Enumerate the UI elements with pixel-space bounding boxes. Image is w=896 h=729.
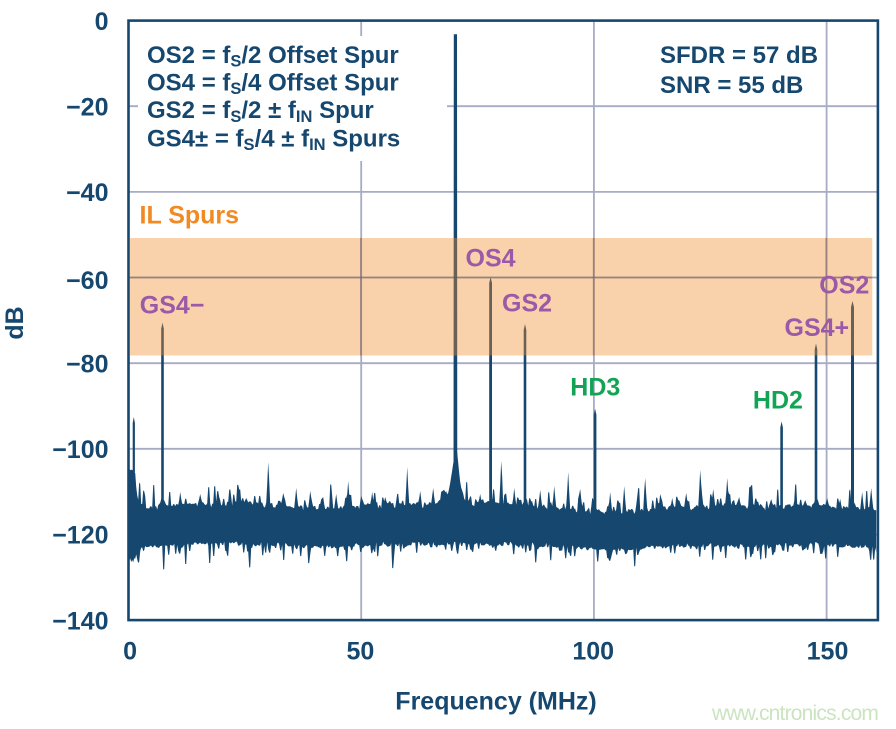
svg-text:OS2: OS2 xyxy=(819,272,869,300)
svg-text:GS4−: GS4− xyxy=(140,292,205,320)
svg-text:IL Spurs: IL Spurs xyxy=(140,202,240,230)
svg-text:50: 50 xyxy=(346,638,374,666)
svg-text:−140: −140 xyxy=(52,607,108,635)
svg-text:−40: −40 xyxy=(66,179,108,207)
svg-text:−100: −100 xyxy=(52,436,108,464)
svg-text:SFDR = 57 dB: SFDR = 57 dB xyxy=(660,42,818,69)
svg-text:−20: −20 xyxy=(66,93,108,121)
svg-text:0: 0 xyxy=(95,8,109,36)
svg-text:−60: −60 xyxy=(66,267,108,295)
svg-text:dB: dB xyxy=(1,306,29,339)
svg-text:SNR = 55 dB: SNR = 55 dB xyxy=(660,72,803,99)
svg-text:−80: −80 xyxy=(66,350,108,378)
svg-text:0: 0 xyxy=(123,638,137,666)
svg-text:GS2 = fS/2 ± fIN Spur: GS2 = fS/2 ± fIN Spur xyxy=(147,97,374,126)
svg-text:OS2 = fS/2 Offset Spur: OS2 = fS/2 Offset Spur xyxy=(147,42,399,71)
svg-text:HD3: HD3 xyxy=(570,374,620,402)
svg-text:GS4+: GS4+ xyxy=(785,314,850,342)
svg-text:OS4: OS4 xyxy=(466,245,516,273)
svg-text:100: 100 xyxy=(572,638,614,666)
svg-text:GS2: GS2 xyxy=(502,290,552,318)
svg-text:Frequency (MHz): Frequency (MHz) xyxy=(395,688,596,716)
svg-text:GS4± = fS/4 ± fIN Spurs: GS4± = fS/4 ± fIN Spurs xyxy=(147,126,400,155)
svg-text:OS4 = fS/4 Offset Spur: OS4 = fS/4 Offset Spur xyxy=(147,70,399,99)
svg-text:HD2: HD2 xyxy=(753,387,803,415)
svg-text:www.cntronics.com: www.cntronics.com xyxy=(711,702,878,725)
svg-text:150: 150 xyxy=(807,638,849,666)
svg-text:−120: −120 xyxy=(52,522,108,550)
